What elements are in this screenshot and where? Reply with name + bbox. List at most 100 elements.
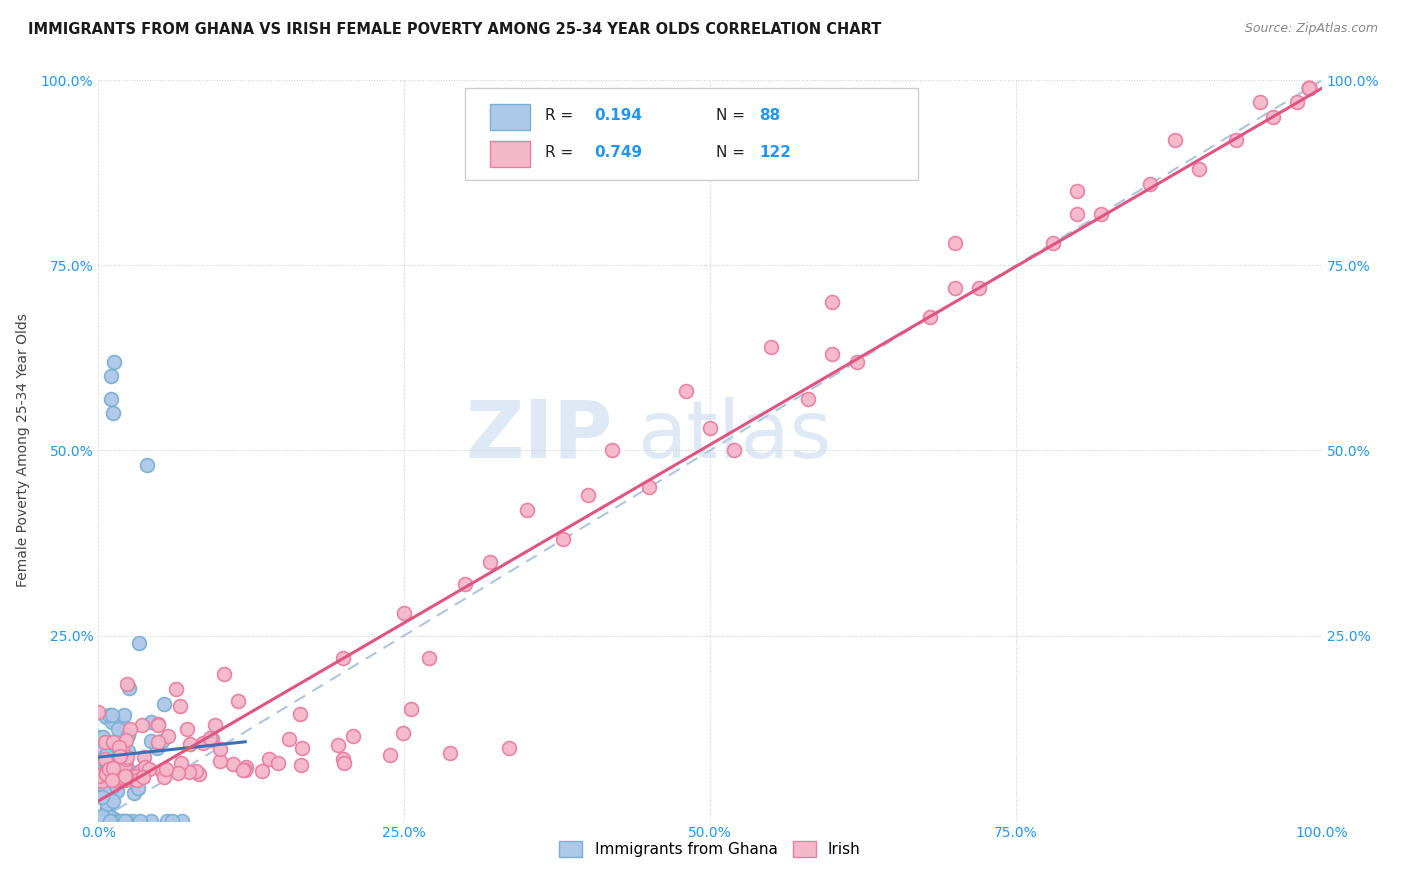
Point bbox=[118, 681, 141, 695]
Point bbox=[136, 458, 159, 473]
Point bbox=[797, 392, 820, 406]
Point bbox=[1298, 80, 1320, 95]
Point bbox=[114, 814, 136, 828]
Point bbox=[226, 694, 249, 708]
Point bbox=[104, 714, 127, 729]
Point bbox=[399, 701, 422, 715]
Point bbox=[191, 736, 214, 750]
Point bbox=[115, 769, 138, 783]
Point bbox=[103, 812, 125, 826]
Point bbox=[101, 814, 124, 828]
Point bbox=[117, 677, 139, 691]
Point bbox=[101, 780, 124, 794]
Point bbox=[222, 757, 245, 772]
Point bbox=[122, 786, 145, 800]
Point bbox=[117, 728, 139, 742]
Point bbox=[600, 443, 623, 458]
Point bbox=[104, 785, 127, 799]
Point bbox=[100, 814, 122, 828]
Y-axis label: Female Poverty Among 25-34 Year Olds: Female Poverty Among 25-34 Year Olds bbox=[15, 313, 30, 588]
Point bbox=[204, 718, 226, 732]
Point bbox=[120, 768, 142, 782]
Point bbox=[150, 734, 173, 748]
Point bbox=[101, 752, 124, 766]
Point bbox=[90, 734, 112, 748]
Point bbox=[97, 814, 120, 828]
Point bbox=[97, 762, 120, 776]
Point bbox=[93, 814, 115, 828]
Point bbox=[1261, 111, 1284, 125]
Point bbox=[105, 784, 128, 798]
Point bbox=[478, 555, 501, 569]
Point bbox=[141, 715, 163, 730]
Point bbox=[115, 767, 138, 781]
Point bbox=[761, 340, 783, 354]
Point bbox=[821, 295, 844, 310]
Point bbox=[232, 763, 254, 777]
Point bbox=[291, 740, 314, 755]
Point bbox=[100, 369, 122, 384]
Point bbox=[146, 735, 169, 749]
Point bbox=[101, 794, 124, 808]
Text: IMMIGRANTS FROM GHANA VS IRISH FEMALE POVERTY AMONG 25-34 YEAR OLDS CORRELATION : IMMIGRANTS FROM GHANA VS IRISH FEMALE PO… bbox=[28, 22, 882, 37]
Point bbox=[90, 739, 112, 754]
Point bbox=[87, 705, 110, 719]
Point bbox=[1188, 162, 1211, 177]
Point bbox=[169, 699, 191, 714]
Point bbox=[266, 756, 288, 770]
Point bbox=[235, 760, 257, 774]
Point bbox=[127, 781, 149, 796]
Point bbox=[104, 760, 127, 774]
Point bbox=[111, 756, 134, 771]
Point bbox=[146, 717, 169, 731]
Point bbox=[104, 770, 127, 784]
Point bbox=[94, 766, 117, 780]
Point bbox=[100, 764, 122, 779]
Point bbox=[131, 718, 153, 732]
Point bbox=[233, 763, 256, 777]
Point bbox=[125, 773, 148, 788]
Point bbox=[418, 651, 440, 665]
Point bbox=[115, 750, 138, 764]
Point bbox=[138, 762, 160, 776]
Point bbox=[1298, 80, 1320, 95]
Point bbox=[139, 733, 162, 747]
Point bbox=[392, 607, 416, 621]
Point bbox=[98, 814, 121, 828]
Point bbox=[91, 790, 114, 805]
Text: ZIP: ZIP bbox=[465, 397, 612, 475]
Point bbox=[157, 729, 180, 743]
Point bbox=[97, 750, 120, 764]
Point bbox=[94, 752, 117, 766]
Point bbox=[201, 731, 224, 746]
Point bbox=[114, 773, 136, 788]
Point bbox=[111, 718, 134, 732]
Point bbox=[1066, 184, 1088, 198]
Point bbox=[112, 771, 135, 785]
Point bbox=[101, 735, 124, 749]
Point bbox=[115, 732, 138, 747]
Point bbox=[108, 739, 131, 754]
Point bbox=[821, 347, 844, 361]
Point bbox=[89, 780, 111, 794]
FancyBboxPatch shape bbox=[489, 104, 530, 130]
Point bbox=[96, 801, 118, 815]
Legend: Immigrants from Ghana, Irish: Immigrants from Ghana, Irish bbox=[551, 833, 869, 865]
Point bbox=[132, 750, 155, 764]
Point bbox=[141, 814, 163, 828]
Point bbox=[515, 502, 537, 516]
Point bbox=[129, 764, 152, 778]
Point bbox=[1298, 80, 1320, 95]
Point bbox=[89, 769, 111, 783]
Point bbox=[98, 814, 121, 828]
Point bbox=[112, 708, 135, 723]
Point bbox=[1249, 95, 1271, 110]
Text: N =: N = bbox=[716, 145, 749, 160]
Point bbox=[153, 770, 176, 784]
Point bbox=[97, 708, 120, 723]
Point bbox=[94, 776, 117, 790]
Point bbox=[172, 814, 194, 828]
Point bbox=[277, 731, 299, 746]
Text: 88: 88 bbox=[759, 108, 780, 122]
Point bbox=[100, 746, 122, 760]
